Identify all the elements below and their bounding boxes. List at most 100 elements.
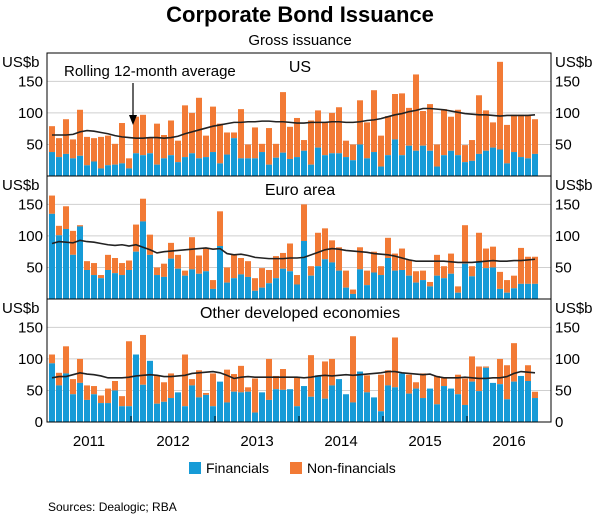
bar-financials [497, 288, 503, 299]
bar-financials [420, 280, 426, 299]
bar-financials [63, 373, 69, 422]
bar-non-financials [350, 336, 356, 403]
bar-financials [189, 269, 195, 299]
bar-financials [371, 152, 377, 176]
bar-non-financials [203, 135, 209, 158]
bar-financials [427, 388, 433, 422]
bar-financials [77, 155, 83, 176]
bar-financials [70, 254, 76, 299]
bar-financials [315, 147, 321, 176]
bar-financials [315, 266, 321, 299]
bar-non-financials [224, 369, 230, 403]
bar-financials [287, 389, 293, 422]
bar-financials [336, 153, 342, 176]
bar-financials [413, 282, 419, 299]
bar-non-financials [385, 370, 391, 386]
bar-financials [329, 385, 335, 422]
bar-financials [224, 154, 230, 176]
bar-non-financials [189, 237, 195, 270]
bar-financials [252, 290, 258, 299]
bar-financials [357, 371, 363, 422]
bar-financials [364, 285, 370, 299]
y-tick-label-left: 100 [18, 228, 43, 245]
bar-financials [476, 391, 482, 422]
bar-financials [336, 270, 342, 299]
bar-non-financials [441, 109, 447, 156]
bar-financials [343, 394, 349, 422]
x-tick-label: 2014 [324, 433, 357, 450]
bar-financials [147, 254, 153, 299]
bar-non-financials [294, 377, 300, 407]
bar-financials [448, 273, 454, 299]
bar-non-financials [189, 112, 195, 154]
bar-non-financials [49, 354, 55, 364]
bar-non-financials [469, 266, 475, 277]
bar-non-financials [266, 128, 272, 165]
bar-financials [154, 403, 160, 422]
bar-non-financials [343, 270, 349, 288]
bar-financials [469, 381, 475, 422]
bar-financials [168, 398, 174, 422]
bar-financials [259, 152, 265, 176]
bar-financials [399, 373, 405, 422]
bar-non-financials [238, 258, 244, 275]
bar-financials [210, 288, 216, 299]
bar-financials [385, 155, 391, 176]
bar-non-financials [392, 337, 398, 388]
unit-label-left: US$b [2, 177, 40, 194]
bar-non-financials [98, 136, 104, 169]
bar-financials [350, 293, 356, 299]
bar-financials [63, 228, 69, 299]
bar-non-financials [140, 114, 146, 156]
bar-financials [315, 375, 321, 422]
bar-financials [259, 287, 265, 299]
y-tick-label-right: 0 [555, 414, 563, 431]
bar-non-financials [448, 253, 454, 274]
bar-non-financials [532, 256, 538, 284]
bar-financials [497, 149, 503, 176]
bar-financials [476, 261, 482, 299]
bar-non-financials [161, 135, 167, 159]
bar-financials [98, 403, 104, 422]
bar-financials [455, 155, 461, 176]
bar-financials [126, 269, 132, 299]
bar-financials [504, 163, 510, 176]
bar-non-financials [525, 365, 531, 381]
x-tick-label: 2013 [240, 433, 273, 450]
bar-non-financials [364, 375, 370, 393]
bar-financials [308, 396, 314, 422]
bar-non-financials [63, 206, 69, 229]
bar-financials [399, 269, 405, 299]
y-tick-label-left: 150 [18, 319, 43, 336]
bar-financials [266, 164, 272, 176]
unit-label-left: US$b [2, 300, 40, 317]
bar-financials [119, 406, 125, 422]
bar-financials [238, 392, 244, 422]
bar-financials [84, 165, 90, 176]
bar-non-financials [413, 271, 419, 283]
bar-non-financials [140, 198, 146, 222]
bar-financials [490, 147, 496, 176]
annotation-label: Rolling 12-month average [64, 63, 236, 80]
bar-financials [217, 163, 223, 176]
bar-financials [182, 157, 188, 176]
panel-us: 50 50 100 100 150 150 US$b US$b US Rolling 12-mon… [2, 52, 593, 177]
bar-financials [511, 381, 517, 422]
bar-financials [504, 399, 510, 422]
bar-financials [371, 272, 377, 299]
bar-non-financials [252, 127, 258, 159]
bar-non-financials [441, 266, 447, 279]
y-tick-label-right: 150 [555, 73, 580, 90]
bar-non-financials [266, 358, 272, 400]
bar-financials [364, 158, 370, 176]
bar-non-financials [462, 378, 468, 405]
bar-financials [280, 389, 286, 422]
bar-non-financials [63, 346, 69, 374]
bar-non-financials [497, 271, 503, 289]
bar-non-financials [455, 374, 461, 395]
bar-non-financials [490, 246, 496, 268]
bar-non-financials [455, 286, 461, 293]
bar-financials [497, 384, 503, 422]
bar-financials [469, 276, 475, 299]
bar-non-financials [329, 240, 335, 263]
